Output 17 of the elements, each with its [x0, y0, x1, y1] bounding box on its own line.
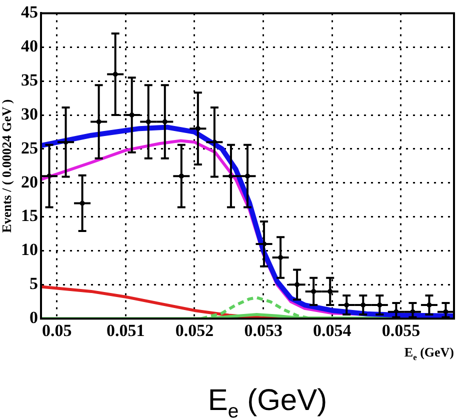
y-tick-label: 20 — [21, 172, 38, 192]
y-tick-label: 30 — [21, 104, 38, 124]
x-tick-label: 0.052 — [175, 321, 214, 340]
x-tick-label: 0.053 — [244, 321, 282, 340]
y-tick-label: 5 — [30, 274, 38, 294]
y-tick-label: 0 — [30, 308, 38, 327]
y-axis-title: Events / ( 0.00024 GeV ) — [0, 99, 14, 233]
x-tick-label: 0.054 — [313, 321, 352, 340]
y-tick-label: 45 — [21, 2, 38, 22]
x-tick-label: 0.051 — [106, 321, 145, 340]
x-tick-label: 0.05 — [42, 321, 72, 340]
y-tick-label: 35 — [21, 70, 38, 90]
y-tick-label: 10 — [21, 240, 38, 260]
y-tick-label: 40 — [21, 36, 38, 56]
y-tick-label: 15 — [21, 206, 38, 226]
x-tick-label: 0.055 — [382, 321, 420, 340]
y-tick-label: 25 — [21, 138, 38, 158]
